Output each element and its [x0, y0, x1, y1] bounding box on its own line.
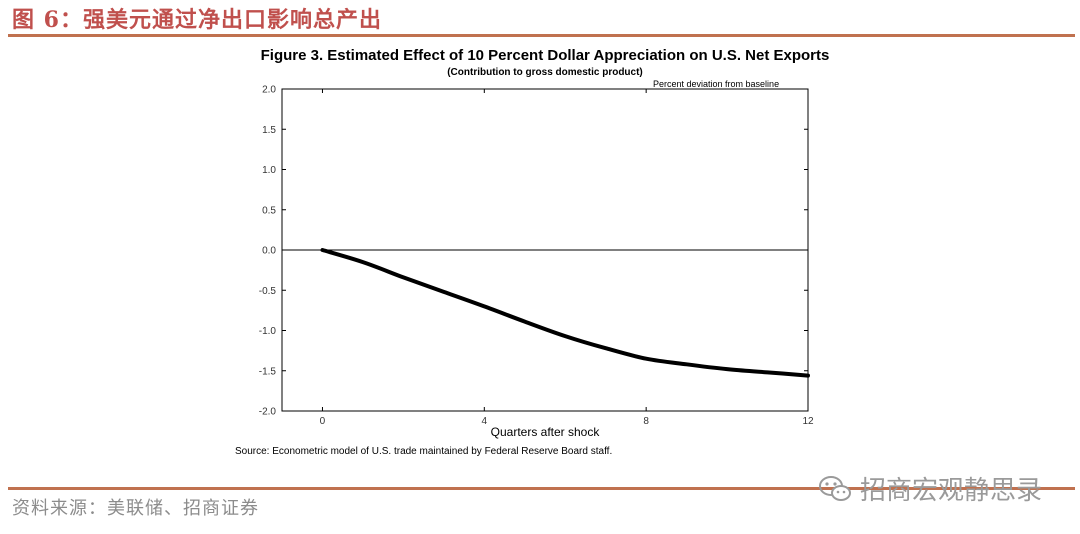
series-point — [362, 261, 364, 263]
series-point — [443, 291, 445, 293]
x-axis-ticks: 0 4 8 12 — [320, 89, 814, 427]
x-tick-label: 0 — [320, 416, 326, 427]
unit-label: Percent deviation from baseline — [653, 79, 780, 89]
series-point — [605, 347, 607, 349]
y-tick-label: 1.5 — [262, 125, 276, 136]
y-tick-label: 2.0 — [262, 85, 276, 96]
top-divider — [8, 34, 1075, 37]
watermark-text: 招商宏观静思录 — [860, 476, 1043, 506]
series-point — [686, 363, 688, 365]
y-tick-label: 1.0 — [262, 165, 276, 176]
x-axis-title: Quarters after shock — [491, 425, 601, 439]
y-tick-label: 0.5 — [262, 205, 276, 216]
y-tick-label: 0.0 — [262, 246, 276, 257]
series-point — [767, 371, 769, 373]
figure-title: Figure 3. Estimated Effect of 10 Percent… — [260, 47, 830, 64]
x-tick-label: 12 — [802, 416, 814, 427]
wechat-icon — [819, 475, 851, 501]
watermark: 招商宏观静思录 — [818, 470, 1042, 507]
y-tick-label: -1.5 — [259, 366, 277, 377]
x-tick-label: 8 — [643, 416, 649, 427]
series-point — [726, 368, 728, 370]
source-note: 资料来源：美联储、招商证券 — [12, 498, 259, 519]
y-tick-label: -0.5 — [259, 286, 277, 297]
series-point — [524, 321, 526, 323]
series-point — [483, 305, 485, 307]
y-tick-label: -1.0 — [259, 326, 277, 337]
series-points — [321, 249, 809, 377]
series-point — [564, 335, 566, 337]
series-point — [321, 249, 323, 251]
series-point — [402, 276, 404, 278]
y-axis-ticks: 2.0 1.5 1.0 0.5 0.0 -0.5 -1.0 -1.5 -2.0 — [259, 85, 808, 418]
figure-source: Source: Econometric model of U.S. trade … — [235, 446, 613, 457]
figure-subtitle: (Contribution to gross domestic product) — [447, 67, 643, 78]
bottom-divider — [8, 487, 1075, 490]
series-point — [807, 375, 809, 377]
report-title: 图 6：强美元通过净出口影响总产出 — [12, 7, 382, 33]
y-tick-label: -2.0 — [259, 407, 277, 418]
series-point — [645, 358, 647, 360]
series-line — [320, 248, 810, 378]
x-tick-label: 4 — [482, 416, 488, 427]
